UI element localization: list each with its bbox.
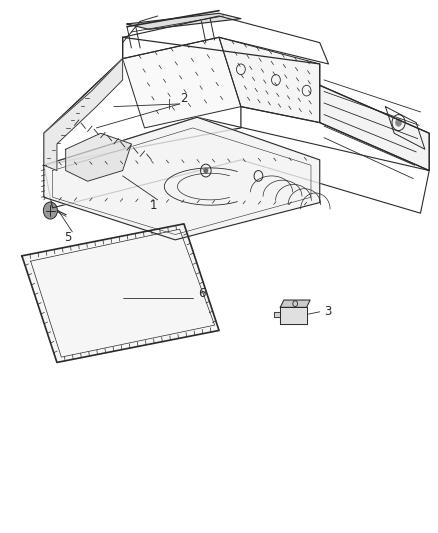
Polygon shape [280, 300, 310, 307]
Polygon shape [44, 59, 123, 171]
Text: 2: 2 [180, 92, 188, 105]
Text: 5: 5 [64, 231, 71, 244]
Text: |: | [168, 99, 171, 109]
Polygon shape [66, 133, 131, 181]
Circle shape [204, 168, 208, 173]
Polygon shape [22, 224, 219, 362]
Polygon shape [320, 85, 429, 171]
Polygon shape [127, 13, 241, 29]
Text: 3: 3 [324, 305, 332, 318]
Text: 1: 1 [149, 199, 157, 212]
Circle shape [43, 202, 57, 219]
Circle shape [396, 119, 402, 126]
Polygon shape [123, 37, 241, 128]
Text: 6: 6 [198, 287, 205, 300]
Polygon shape [280, 307, 307, 324]
Polygon shape [219, 37, 320, 123]
Polygon shape [274, 312, 280, 317]
Polygon shape [44, 117, 320, 240]
